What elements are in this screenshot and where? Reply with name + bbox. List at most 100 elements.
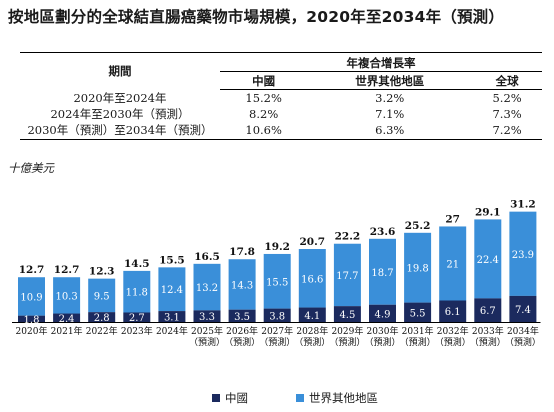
- data-label-total: 22.2: [335, 231, 361, 243]
- x-tick-label: （預測）: [259, 336, 295, 348]
- data-label-rest-of-world: 11.8: [126, 288, 148, 299]
- bar-rest-of-world: [18, 277, 45, 316]
- legend-item-china: 中國: [212, 390, 248, 406]
- bar-rest-of-world: [263, 253, 291, 309]
- data-label-rest-of-world: 15.5: [266, 277, 288, 288]
- bar-china: [18, 315, 45, 322]
- row-value-rest-of-world: 6.3%: [307, 121, 473, 140]
- data-label-rest-of-world: 22.4: [477, 255, 499, 266]
- x-tick-label: 2024年: [156, 325, 188, 337]
- data-label-total: 27: [445, 213, 460, 225]
- data-label-china: 5.5: [410, 308, 426, 319]
- bar-china: [474, 298, 502, 322]
- x-tick-label: （預測）: [224, 336, 260, 348]
- data-label-rest-of-world: 12.4: [161, 285, 183, 296]
- x-tick-label: 2027年: [261, 325, 293, 337]
- header-global: 全球: [472, 71, 542, 90]
- bar-china: [333, 306, 361, 322]
- bar-china: [53, 313, 81, 322]
- data-label-china: 4.5: [339, 310, 355, 321]
- x-tick-label: （預測）: [470, 336, 506, 348]
- bar-rest-of-world: [333, 243, 361, 307]
- data-label-total: 14.5: [124, 258, 150, 270]
- table-row: 2030年（預測）至2034年（預測） 10.6% 6.3% 7.2%: [20, 121, 542, 140]
- data-label-rest-of-world: 9.5: [94, 291, 110, 302]
- bar-china: [193, 310, 221, 322]
- stacked-bar-chart: 10.9 1.8 12.7 2020年 10.3 2.4 12.7 2021年 9.5 2.8 12…: [12, 199, 541, 348]
- data-label-rest-of-world: 21: [446, 259, 459, 270]
- data-label-china: 4.1: [304, 311, 320, 322]
- row-value-rest-of-world: 7.1%: [375, 106, 405, 121]
- bar-rest-of-world: [509, 211, 537, 296]
- data-label-rest-of-world: 13.2: [196, 283, 218, 294]
- x-tick-label: 2034年: [507, 325, 539, 337]
- x-tick-label: 2029年: [331, 325, 363, 337]
- x-tick-label: （預測）: [435, 336, 471, 348]
- header-rest-of-world: 世界其他地區: [307, 71, 473, 90]
- x-tick-label: （預測）: [294, 336, 330, 348]
- x-tick-label: （預測）: [400, 336, 436, 348]
- x-tick-label: 2026年: [226, 325, 258, 337]
- data-label-total: 17.8: [229, 246, 255, 258]
- data-label-rest-of-world: 23.9: [512, 250, 534, 261]
- x-tick-label: （預測）: [189, 336, 225, 348]
- bar-china: [369, 304, 396, 322]
- data-label-total: 20.7: [300, 236, 326, 248]
- row-value-china: 10.6%: [220, 121, 308, 140]
- data-label-total: 23.6: [370, 226, 396, 238]
- data-label-china: 6.1: [445, 307, 461, 318]
- bar-china: [263, 308, 291, 322]
- legend-swatch-china: [212, 394, 220, 402]
- row-period: 2020年至2024年: [73, 90, 167, 105]
- data-label-china: 7.4: [515, 305, 531, 316]
- bar-rest-of-world: [298, 249, 326, 308]
- row-value-rest-of-world: 3.2%: [375, 90, 405, 105]
- bar-rest-of-world: [404, 232, 432, 303]
- x-tick-label: 2020年: [16, 325, 48, 337]
- bar-china: [509, 295, 537, 322]
- bar-rest-of-world: [158, 267, 186, 312]
- row-value-global: 7.3%: [492, 106, 522, 121]
- x-tick-label: 2025年: [191, 325, 223, 337]
- row-period: 2024年至2030年（預測）: [50, 106, 190, 121]
- bar-rest-of-world: [123, 270, 151, 313]
- table-row: 2020年至2024年 15.2% 3.2% 5.2%: [20, 90, 542, 106]
- data-label-total: 29.1: [475, 206, 501, 218]
- bar-china: [298, 307, 326, 322]
- row-value-china: 8.2%: [249, 106, 279, 121]
- legend-swatch-rest-of-world: [296, 394, 304, 402]
- row-value-global: 7.2%: [472, 121, 542, 140]
- row-period: 2030年（預測）至2034年（預測）: [20, 121, 220, 140]
- row-value-global: 5.2%: [492, 90, 522, 105]
- table-row: 2024年至2030年（預測） 8.2% 7.1% 7.3%: [20, 106, 542, 122]
- x-tick-label: （預測）: [329, 336, 365, 348]
- data-label-total: 31.2: [510, 199, 536, 211]
- bar-china: [123, 312, 151, 322]
- data-label-total: 25.2: [405, 220, 431, 232]
- data-label-china: 6.7: [480, 306, 496, 317]
- x-tick-label: 2030年: [367, 325, 399, 337]
- data-label-china: 4.9: [375, 309, 391, 320]
- bar-china: [158, 311, 186, 322]
- data-label-rest-of-world: 10.9: [20, 292, 42, 303]
- data-label-china: 2.4: [59, 314, 75, 325]
- header-china: 中國: [220, 71, 308, 90]
- unit-label: 十億美元: [8, 161, 54, 175]
- x-tick-label: 2023年: [121, 325, 153, 337]
- row-value-china: 15.2%: [245, 90, 282, 105]
- bar-rest-of-world: [53, 277, 81, 314]
- legend-label-china: 中國: [225, 391, 248, 405]
- data-label-rest-of-world: 16.6: [301, 274, 323, 285]
- x-tick-label: （預測）: [505, 336, 541, 348]
- data-label-china: 3.5: [234, 312, 250, 323]
- data-label-china: 2.8: [94, 313, 110, 324]
- x-tick-label: 2022年: [86, 325, 118, 337]
- data-label-china: 3.8: [269, 311, 285, 322]
- bar-rest-of-world: [474, 219, 502, 299]
- legend-label-rest-of-world: 世界其他地區: [309, 391, 378, 405]
- data-label-china: 3.3: [199, 312, 215, 323]
- legend: 中國 世界其他地區: [0, 388, 554, 406]
- bar-rest-of-world: [369, 238, 396, 305]
- x-tick-label: 2021年: [51, 325, 83, 337]
- cagr-table: 期間 年複合增長率 中國 世界其他地區 全球 2020年至2024年 15.2%…: [20, 52, 542, 140]
